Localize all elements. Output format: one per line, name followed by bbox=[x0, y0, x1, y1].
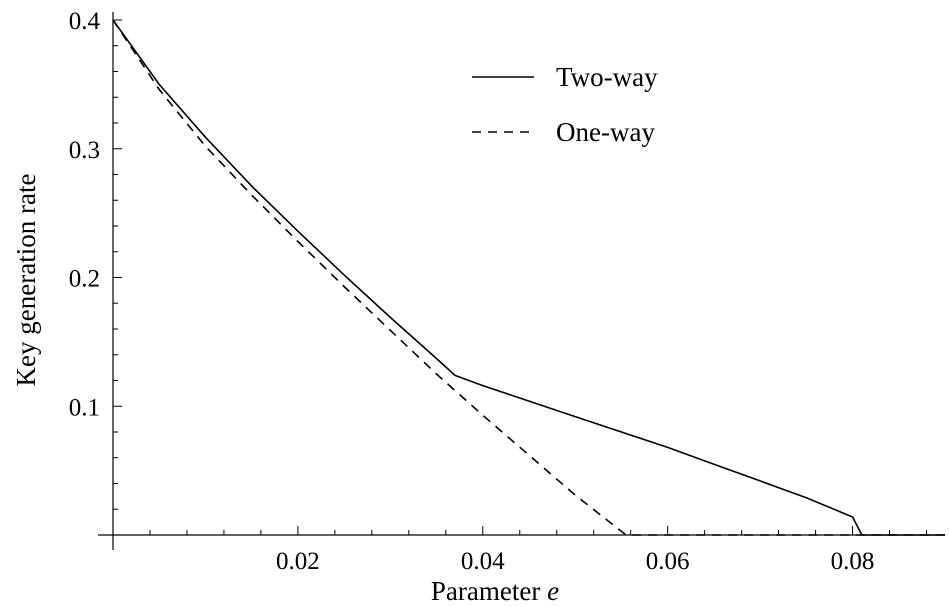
x-tick-label: 0.06 bbox=[646, 548, 690, 575]
x-tick-label: 0.08 bbox=[831, 548, 875, 575]
y-tick-label: 0.4 bbox=[69, 8, 101, 35]
series-group bbox=[112, 19, 945, 536]
y-tick-label: 0.3 bbox=[69, 137, 100, 164]
series-line-one-way bbox=[112, 19, 945, 536]
x-tick-label: 0.04 bbox=[461, 548, 505, 575]
y-tick-label: 0.1 bbox=[69, 394, 100, 421]
legend-label-two-way: Two-way bbox=[556, 62, 658, 92]
x-axis-label: Parameter e bbox=[431, 576, 559, 606]
legend: Two-way One-way bbox=[472, 62, 658, 147]
x-tick-label: 0.02 bbox=[276, 548, 320, 575]
y-axis-label: Key generation rate bbox=[11, 174, 41, 387]
x-axis-label-text: Parameter bbox=[431, 576, 540, 606]
x-axis-label-variable: e bbox=[547, 576, 559, 606]
axes: 0.02 0.04 0.06 0.08 0.1 0.2 0.3 0.4 bbox=[69, 8, 945, 575]
legend-label-one-way: One-way bbox=[556, 117, 655, 147]
series-line-two-way bbox=[112, 19, 945, 536]
y-tick-label: 0.2 bbox=[69, 266, 100, 293]
